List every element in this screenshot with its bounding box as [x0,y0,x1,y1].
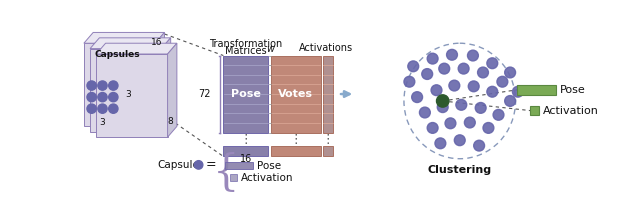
Text: {: { [212,152,239,194]
Circle shape [87,104,96,113]
Circle shape [98,104,107,113]
Circle shape [436,95,449,107]
Polygon shape [161,38,171,132]
Circle shape [467,50,478,61]
Circle shape [428,122,438,133]
Circle shape [195,161,203,169]
Circle shape [98,81,107,90]
Text: Matrices: Matrices [225,46,267,56]
Circle shape [493,110,504,120]
Text: 16: 16 [151,38,163,47]
Bar [225,162,253,169]
Text: =: = [205,158,216,171]
Bar [271,146,321,156]
Circle shape [447,49,458,60]
Text: ⋮: ⋮ [239,133,252,146]
Circle shape [468,81,479,92]
Text: Pose: Pose [231,89,260,99]
Ellipse shape [404,43,516,159]
Bar [223,146,268,156]
Circle shape [513,86,524,97]
Bar [531,106,539,115]
Circle shape [487,58,498,69]
Text: Pose: Pose [560,85,586,95]
Text: Transformation: Transformation [209,39,282,49]
Bar [271,56,321,132]
Text: Activations: Activations [300,43,353,53]
Circle shape [477,67,488,78]
Bar [230,174,237,181]
Bar [323,56,333,132]
Circle shape [476,102,486,113]
Polygon shape [96,43,177,54]
Text: Votes: Votes [278,89,314,99]
Text: Capsules: Capsules [95,50,140,59]
Circle shape [109,92,118,102]
Circle shape [87,92,96,102]
Circle shape [404,76,415,87]
Circle shape [437,102,448,113]
Circle shape [465,117,476,128]
Circle shape [458,63,469,74]
Circle shape [474,140,484,151]
Circle shape [428,53,438,64]
Text: Activation: Activation [241,173,293,183]
Text: Activation: Activation [543,106,598,116]
Circle shape [422,69,433,79]
Circle shape [98,92,107,102]
Polygon shape [155,32,164,126]
Polygon shape [84,43,155,126]
Text: 8: 8 [168,117,173,126]
Polygon shape [96,54,168,137]
Circle shape [505,95,516,106]
Text: Pose: Pose [257,161,281,171]
Circle shape [87,81,96,90]
Circle shape [454,135,465,146]
Circle shape [408,61,419,72]
Text: 16: 16 [240,154,252,164]
Polygon shape [90,38,171,49]
Circle shape [456,99,467,110]
Text: Capsule: Capsule [157,160,200,170]
Polygon shape [84,32,164,43]
Circle shape [445,118,456,129]
Circle shape [449,80,460,91]
Circle shape [435,138,446,149]
Circle shape [483,122,494,133]
Text: 3: 3 [125,90,131,99]
Circle shape [109,81,118,90]
Text: ⋮: ⋮ [289,133,302,146]
Bar [323,146,333,156]
Circle shape [487,86,498,97]
Text: Clustering: Clustering [428,165,492,175]
Circle shape [497,76,508,87]
Text: 72: 72 [198,89,211,99]
Circle shape [431,85,442,95]
Text: w: w [266,44,274,55]
Circle shape [505,67,516,78]
Text: 3: 3 [100,118,106,127]
Polygon shape [168,43,177,137]
Circle shape [439,63,450,74]
Bar [223,56,268,132]
Circle shape [412,92,422,102]
Circle shape [419,107,430,118]
Bar [517,85,556,95]
Polygon shape [90,49,161,132]
Circle shape [109,104,118,113]
Text: ⋮: ⋮ [322,133,334,146]
